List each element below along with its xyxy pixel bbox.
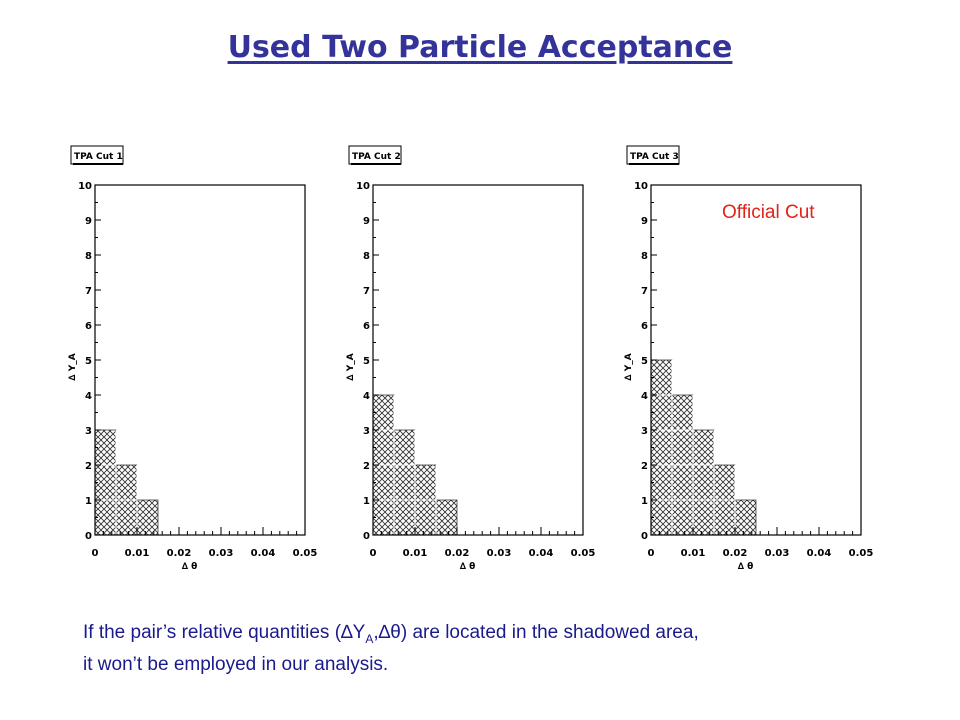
delta-symbol: ∆ xyxy=(341,622,353,643)
y-subscript: A xyxy=(365,631,374,646)
y-tick-label: 10 xyxy=(356,181,370,192)
y-tick-label: 6 xyxy=(363,321,370,332)
x-tick-label: 0.03 xyxy=(209,548,234,559)
x-tick-label: 0.02 xyxy=(167,548,192,559)
x-tick-label: 0 xyxy=(648,548,655,559)
y-tick-label: 1 xyxy=(85,496,92,507)
y-tick-label: 3 xyxy=(363,426,370,437)
y-tick-label: 6 xyxy=(641,321,648,332)
x-tick-label: 0.01 xyxy=(681,548,706,559)
x-axis-label: ∆ θ xyxy=(460,562,476,572)
chart-title: TPA Cut 2 xyxy=(352,152,401,162)
chart-title: TPA Cut 1 xyxy=(74,152,123,162)
chart-title: TPA Cut 3 xyxy=(630,152,679,162)
x-tick-label: 0.03 xyxy=(765,548,790,559)
y-tick-label: 4 xyxy=(363,391,370,402)
x-tick-label: 0.03 xyxy=(487,548,512,559)
y-tick-label: 9 xyxy=(641,216,648,227)
y-axis-label: ∆ Y_A xyxy=(68,353,78,380)
y-tick-label: 7 xyxy=(363,286,370,297)
x-tick-label: 0.04 xyxy=(251,548,276,559)
caption-text-part1: If the pair’s relative quantities ( xyxy=(83,622,342,643)
caption-text-part2: ) are located in the shadowed area, xyxy=(400,622,699,643)
caption-line-1: If the pair’s relative quantities (∆YA,∆… xyxy=(83,620,913,652)
y-tick-label: 7 xyxy=(85,286,92,297)
y-tick-label: 8 xyxy=(641,251,648,262)
caption: If the pair’s relative quantities (∆YA,∆… xyxy=(83,620,913,678)
y-tick-label: 3 xyxy=(641,426,648,437)
y-tick-label: 8 xyxy=(85,251,92,262)
x-tick-label: 0.05 xyxy=(849,548,874,559)
y-tick-label: 10 xyxy=(78,181,92,192)
comma: , xyxy=(373,622,379,643)
histogram-bin xyxy=(650,359,673,536)
x-tick-label: 0.02 xyxy=(445,548,470,559)
x-tick-label: 0.05 xyxy=(571,548,596,559)
histogram-tpa-cut-2: TPA Cut 2 0 1 2 3 4 5 6 7 8 9 10 0 0.01 0.02 0.03 0.04 0.… xyxy=(346,145,596,572)
slide-title: Used Two Particle Acceptance xyxy=(227,30,733,65)
histogram-bin xyxy=(136,499,159,536)
y-tick-label: 0 xyxy=(85,531,92,542)
caption-line-2: it won’t be employed in our analysis. xyxy=(83,653,389,675)
y-tick-label: 9 xyxy=(85,216,92,227)
y-tick-label: 1 xyxy=(363,496,370,507)
histogram-bin xyxy=(94,429,117,536)
histogram-tpa-cut-3: TPA Cut 3 0 1 2 3 4 5 6 7 8 9 10 0 0.01 0.02 0.03 0.04 0.… xyxy=(624,145,874,572)
y-tick-label: 4 xyxy=(85,391,92,402)
x-tick-label: 0.01 xyxy=(403,548,428,559)
y-axis-label: ∆ Y_A xyxy=(624,353,634,380)
y-axis-label: ∆ Y_A xyxy=(346,353,356,380)
y-tick-label: 8 xyxy=(363,251,370,262)
x-tick-label: 0.01 xyxy=(125,548,150,559)
histogram-bin xyxy=(393,429,416,536)
chart-panel-3: TPA Cut 3 0 1 2 3 4 5 6 7 8 9 10 0 0.01 0.02 0.03 0.04 0.… xyxy=(621,140,881,580)
chart-panel-1: TPA Cut 1 0 1 2 3 4 5 6 7 8 9 10 0 0.01 0.02 0.03 0.04 0.… xyxy=(65,140,325,580)
y-tick-label: 5 xyxy=(641,356,648,367)
y-tick-label: 2 xyxy=(363,461,370,472)
y-symbol: Y xyxy=(352,622,366,643)
y-tick-label: 7 xyxy=(641,286,648,297)
histogram-bin xyxy=(692,429,715,536)
y-tick-label: 0 xyxy=(641,531,648,542)
x-tick-label: 0.04 xyxy=(529,548,554,559)
y-tick-label: 5 xyxy=(363,356,370,367)
x-tick-label: 0 xyxy=(370,548,377,559)
chart-panel-2: TPA Cut 2 0 1 2 3 4 5 6 7 8 9 10 0 0.01 0.02 0.03 0.04 0.… xyxy=(343,140,603,580)
x-tick-label: 0.04 xyxy=(807,548,832,559)
y-tick-label: 2 xyxy=(85,461,92,472)
y-tick-label: 10 xyxy=(634,181,648,192)
y-tick-label: 0 xyxy=(363,531,370,542)
histogram-bin xyxy=(734,499,757,536)
histogram-tpa-cut-1: TPA Cut 1 0 1 2 3 4 5 6 7 8 9 10 0 0.01 0.02 0.03 0.04 0.… xyxy=(68,145,318,572)
x-tick-label: 0.05 xyxy=(293,548,318,559)
y-tick-label: 4 xyxy=(641,391,648,402)
y-tick-label: 1 xyxy=(641,496,648,507)
x-axis-label: ∆ θ xyxy=(738,562,754,572)
theta-symbol: θ xyxy=(390,622,401,643)
x-tick-label: 0 xyxy=(92,548,99,559)
x-axis-label: ∆ θ xyxy=(182,562,198,572)
y-tick-label: 9 xyxy=(363,216,370,227)
delta-symbol-2: ∆ xyxy=(378,622,391,643)
y-tick-label: 3 xyxy=(85,426,92,437)
y-tick-label: 5 xyxy=(85,356,92,367)
x-tick-label: 0.02 xyxy=(723,548,748,559)
y-tick-label: 2 xyxy=(641,461,648,472)
y-tick-label: 6 xyxy=(85,321,92,332)
official-cut-annotation: Official Cut xyxy=(722,202,815,223)
histogram-bin xyxy=(435,499,458,536)
